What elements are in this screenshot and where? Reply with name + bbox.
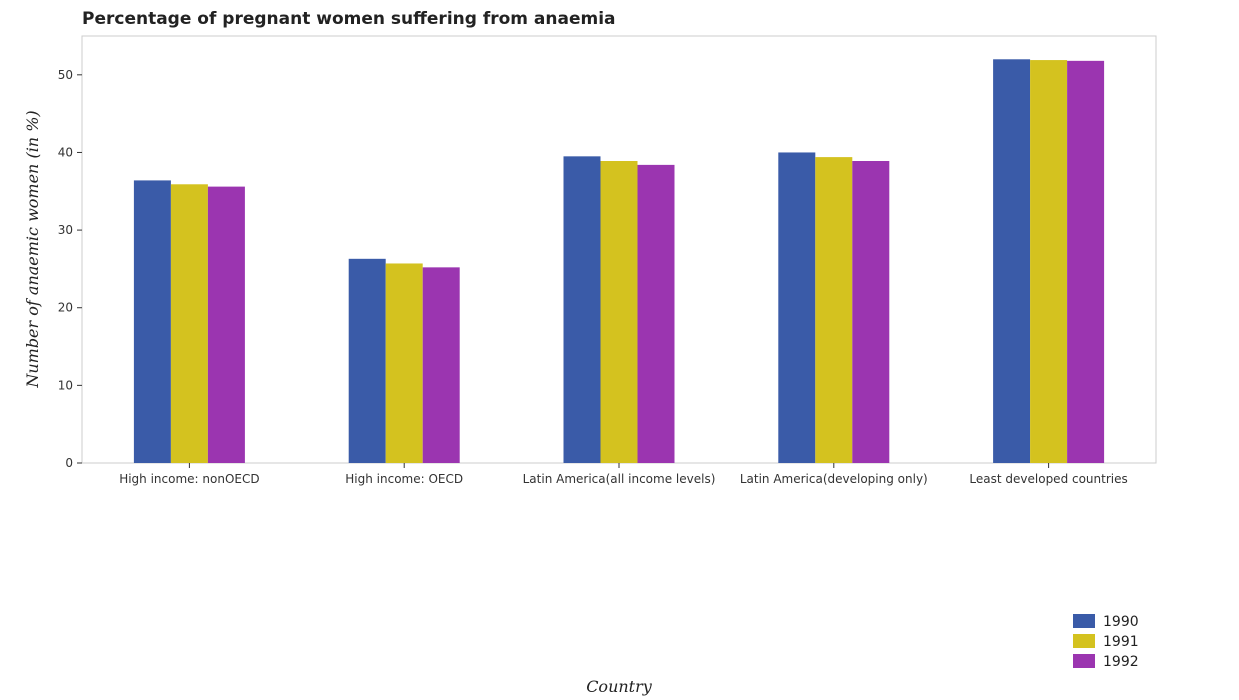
- bar-1990-0: [133, 180, 171, 464]
- legend-label-1990: 1990: [1103, 614, 1139, 630]
- bar-1990-3: [778, 152, 816, 464]
- bar-1990-1: [348, 258, 386, 463]
- bar-1992-2: [637, 164, 675, 464]
- y-tick-label: 20: [58, 301, 73, 315]
- bar-1992-1: [422, 267, 460, 463]
- x-tick-label: Least developed countries: [969, 472, 1127, 486]
- x-tick-label: Latin America(developing only): [740, 472, 928, 486]
- bar-1992-0: [207, 186, 245, 463]
- bar-1992-3: [852, 160, 890, 463]
- bar-1991-3: [815, 157, 853, 463]
- bar-1991-4: [1030, 60, 1068, 464]
- bar-1990-2: [563, 156, 601, 463]
- y-tick-label: 50: [58, 68, 73, 82]
- bar-1992-4: [1067, 60, 1105, 464]
- y-axis-label: Number of anaemic women (in %): [23, 110, 42, 388]
- x-tick-label: Latin America(all income levels): [523, 472, 716, 486]
- legend: 1990 1991 1992: [1073, 614, 1139, 670]
- bar-1991-0: [170, 184, 208, 463]
- bar-1990-4: [993, 59, 1031, 464]
- legend-swatch-1991: [1073, 634, 1095, 648]
- x-axis-label: Country: [586, 677, 653, 696]
- y-tick-label: 10: [58, 378, 73, 392]
- x-tick-label: High income: OECD: [345, 472, 463, 486]
- y-tick-label: 30: [58, 223, 73, 237]
- legend-label-1991: 1991: [1103, 634, 1139, 650]
- bar-1991-2: [600, 160, 638, 463]
- y-tick-label: 40: [58, 145, 73, 159]
- legend-swatch-1990: [1073, 614, 1095, 628]
- x-tick-label: High income: nonOECD: [119, 472, 259, 486]
- bar-1991-1: [385, 263, 423, 463]
- legend-swatch-1992: [1073, 654, 1095, 668]
- y-tick-label: 0: [65, 456, 73, 470]
- legend-label-1992: 1992: [1103, 654, 1139, 670]
- chart-title: Percentage of pregnant women suffering f…: [82, 9, 616, 29]
- plot-area: 0 10 20 30 40 50 High income: nonOECD High inco…: [58, 35, 1157, 486]
